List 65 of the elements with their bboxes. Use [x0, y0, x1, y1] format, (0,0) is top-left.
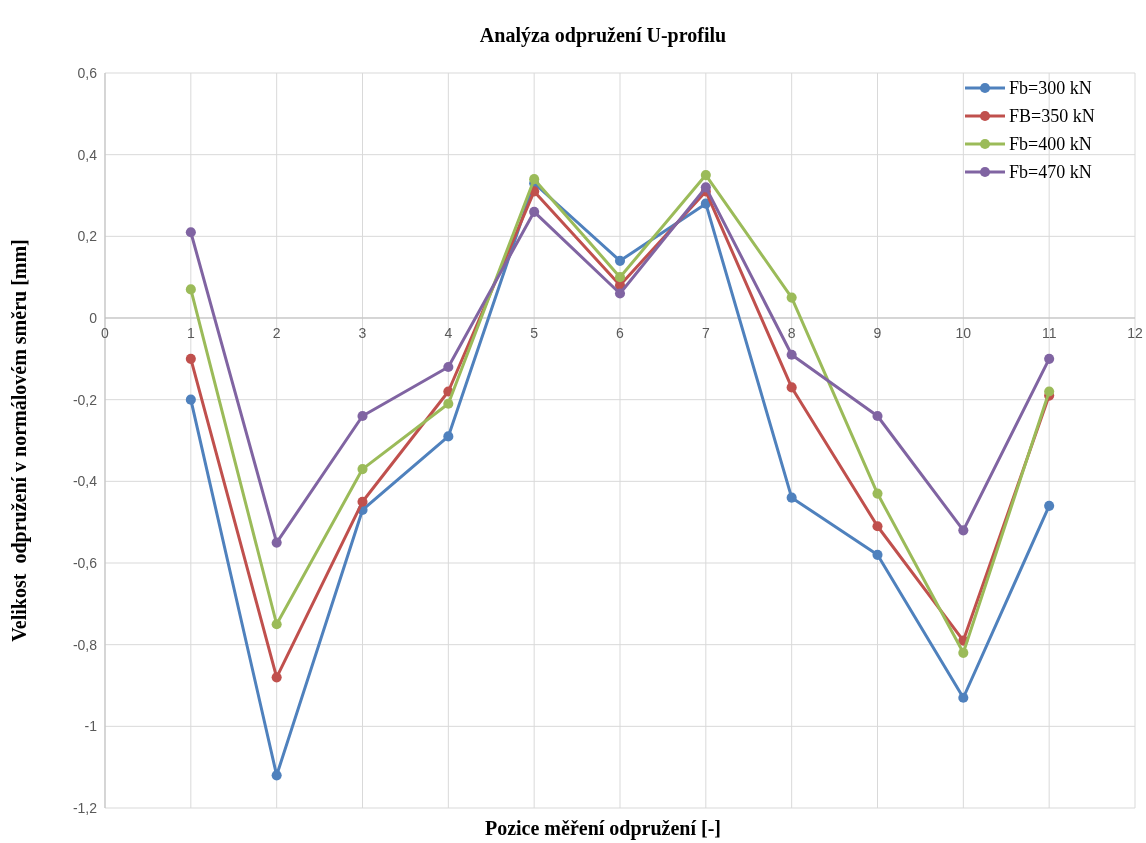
- y-tick-label: 0,6: [77, 65, 98, 81]
- point: [357, 410, 368, 422]
- legend-label: Fb=300 kN: [1009, 78, 1092, 98]
- point: [958, 647, 969, 658]
- x-tick-label: 3: [358, 325, 367, 341]
- x-tick-label: 10: [955, 325, 972, 341]
- x-tick-label: 5: [530, 325, 539, 341]
- x-tick-label: 11: [1041, 325, 1057, 341]
- y-tick-label: 0: [89, 310, 98, 326]
- y-tick-label: 0,4: [77, 146, 98, 163]
- x-tick-label: 4: [444, 325, 453, 341]
- point: [700, 170, 711, 181]
- x-tick-label: 6: [616, 325, 625, 341]
- x-axis-title: Pozice měření odpružení [-]: [484, 817, 722, 840]
- x-tick-label: 0: [101, 325, 110, 341]
- y-tick-label: -0,4: [72, 473, 98, 490]
- point: [443, 398, 454, 409]
- point: [357, 464, 368, 475]
- x-tick-label: 1: [186, 325, 195, 341]
- y-tick-label: -1,2: [72, 800, 98, 816]
- point: [1044, 386, 1055, 397]
- point: [271, 770, 282, 781]
- y-tick-label: 0,2: [77, 228, 98, 245]
- x-tick-label: 12: [1127, 325, 1143, 341]
- point: [443, 431, 454, 442]
- point: [786, 292, 797, 303]
- point: [700, 182, 711, 193]
- x-tick-label: 9: [873, 325, 882, 341]
- point: [958, 525, 969, 536]
- point: [185, 353, 196, 364]
- point: [271, 672, 282, 683]
- point: [872, 410, 883, 422]
- y-tick-label: -0,2: [72, 391, 98, 408]
- point: [1044, 353, 1055, 364]
- point: [614, 288, 626, 299]
- point: [958, 692, 969, 703]
- point: [271, 537, 282, 548]
- y-tick-label: -0,6: [72, 555, 98, 571]
- point: [872, 521, 883, 532]
- point: [185, 227, 196, 238]
- point: [443, 361, 454, 373]
- point: [185, 284, 196, 295]
- chart-title: Analýza odpružení U-profilu: [479, 24, 727, 47]
- y-tick-label: -1: [84, 718, 98, 735]
- point: [786, 492, 797, 503]
- point: [614, 272, 626, 283]
- legend-label: Fb=470 kN: [1009, 162, 1092, 182]
- point: [872, 488, 883, 499]
- point: [786, 382, 797, 393]
- point: [185, 394, 196, 405]
- x-tick-label: 2: [272, 325, 281, 341]
- legend-label: FB=350 kN: [1009, 106, 1095, 126]
- point: [529, 206, 540, 217]
- point: [271, 619, 282, 630]
- point: [357, 496, 368, 507]
- y-axis-title: Velikost odpružení v normálovém směru [mm]: [8, 239, 31, 642]
- point: [1044, 500, 1055, 511]
- x-tick-label: 7: [701, 325, 710, 341]
- legend-label: Fb=400 kN: [1009, 134, 1092, 154]
- point: [614, 255, 626, 266]
- x-tick-label: 8: [787, 325, 796, 341]
- point: [529, 174, 540, 185]
- point: [786, 349, 797, 360]
- y-tick-label: -0,8: [72, 636, 98, 653]
- point: [872, 549, 883, 560]
